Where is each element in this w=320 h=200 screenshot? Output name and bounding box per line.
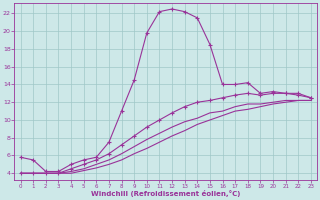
X-axis label: Windchill (Refroidissement éolien,°C): Windchill (Refroidissement éolien,°C) [91, 190, 240, 197]
